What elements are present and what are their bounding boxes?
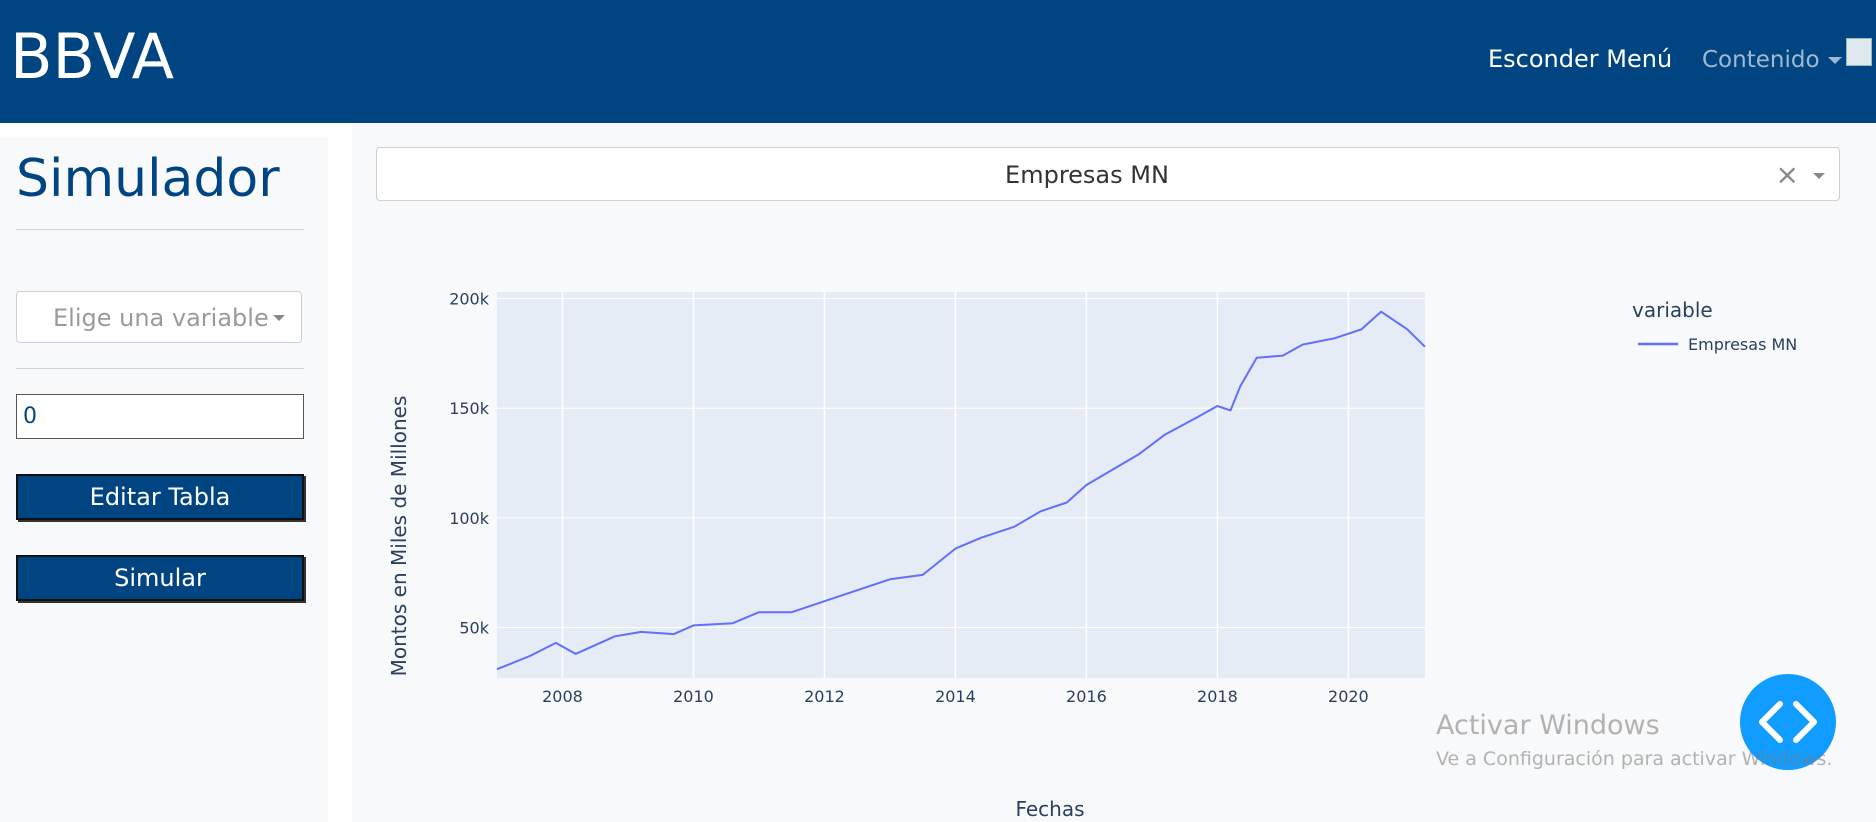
variable-select-placeholder: Elige una variable	[53, 304, 269, 332]
chevron-down-icon	[1813, 173, 1825, 179]
x-tick-label: 2012	[804, 687, 845, 706]
brand-logo[interactable]: BBVA	[10, 20, 175, 93]
hide-menu-link[interactable]: Esconder Menú	[1488, 45, 1673, 73]
y-tick-label: 100k	[449, 509, 490, 528]
y-tick-label: 50k	[459, 619, 489, 638]
caret-down-icon	[1827, 57, 1842, 64]
number-input[interactable]	[16, 394, 304, 439]
legend-item-label: Empresas MN	[1688, 335, 1797, 354]
windows-watermark-subtitle: Ve a Configuración para activar Windows.	[1436, 748, 1833, 770]
series-line	[496, 310, 1426, 671]
chevron-down-icon	[273, 315, 285, 321]
sidebar-title: Simulador	[16, 149, 280, 209]
content-dropdown-label: Contenido	[1702, 47, 1820, 73]
clear-icon[interactable]: ×	[1775, 158, 1799, 191]
x-tick-label: 2008	[542, 687, 583, 706]
y-tick-label: 200k	[449, 290, 490, 309]
variable-select[interactable]: Elige una variable	[16, 291, 302, 343]
series-dropdown[interactable]: Empresas MN ×	[376, 147, 1840, 201]
plot-area	[497, 292, 1425, 678]
x-tick-label: 2010	[673, 687, 714, 706]
y-tick-label: 150k	[449, 399, 490, 418]
x-tick-label: 2014	[935, 687, 976, 706]
sidebar-divider	[16, 368, 304, 369]
x-tick-label: 2018	[1197, 687, 1238, 706]
sidebar-divider	[16, 229, 304, 230]
navbar: BBVA Esconder Menú Contenido	[0, 0, 1876, 123]
code-brackets-icon	[1759, 701, 1817, 743]
x-tick-label: 2020	[1328, 687, 1369, 706]
windows-watermark-title: Activar Windows	[1436, 710, 1660, 741]
x-axis-label: Fechas	[1015, 797, 1084, 821]
debug-toggle-button[interactable]	[1740, 674, 1836, 770]
y-axis-label: Montos en Miles de Millones	[387, 396, 411, 677]
series-dropdown-value: Empresas MN	[1005, 161, 1169, 189]
edit-table-button[interactable]: Editar Tabla	[16, 474, 304, 520]
content-dropdown-toggle[interactable]: Contenido	[1702, 47, 1842, 73]
broken-image-icon	[1846, 38, 1872, 66]
line-chart: 50k 100k 150k 200k 2008 2010 2012 2014 2016 2018…	[387, 290, 1797, 821]
simulate-button[interactable]: Simular	[16, 555, 304, 601]
x-tick-label: 2016	[1066, 687, 1107, 706]
legend-title: variable	[1632, 298, 1713, 322]
